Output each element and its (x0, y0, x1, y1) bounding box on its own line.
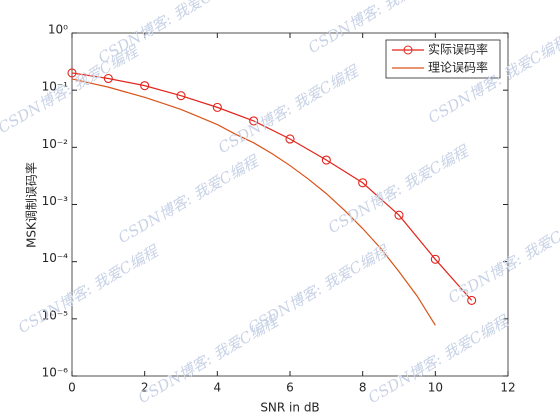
legend-box (385, 39, 501, 79)
y-tick-label: 10⁻⁵ (42, 308, 69, 322)
x-tick-label: 6 (286, 381, 294, 395)
y-tick-label: 10⁰ (48, 23, 68, 37)
data-point (358, 178, 368, 188)
data-point (321, 155, 331, 165)
y-tick-label: 10⁻³ (42, 194, 69, 208)
legend-label: 实际误码率 (428, 42, 488, 57)
series-line (71, 72, 473, 301)
series-line (71, 78, 436, 326)
data-point (212, 102, 222, 112)
data-point (67, 68, 77, 78)
x-tick-label: 2 (141, 381, 149, 395)
data-point (103, 73, 113, 84)
x-tick-label: 12 (500, 381, 515, 395)
data-point (140, 81, 150, 91)
y-axis-label: MSK调制误码率 (24, 162, 39, 248)
data-point (394, 210, 404, 220)
x-tick-label: 10 (428, 381, 443, 395)
data-point (285, 134, 295, 144)
data-point (249, 116, 259, 126)
legend-marker (403, 45, 413, 55)
y-tick-label: 10⁻⁶ (42, 366, 69, 380)
data-point (430, 254, 440, 264)
y-tick-label: 10⁻¹ (42, 80, 69, 94)
x-tick-label: 0 (68, 381, 76, 395)
x-tick-label: 4 (214, 381, 222, 395)
y-tick-label: 10⁻² (42, 137, 69, 151)
data-point (467, 295, 477, 305)
x-tick-label: 8 (359, 381, 367, 395)
data-point (176, 91, 186, 101)
x-axis-label: SNR in dB (260, 401, 319, 415)
y-tick-label: 10⁻⁴ (42, 251, 69, 265)
legend-label: 理论误码率 (428, 60, 488, 75)
